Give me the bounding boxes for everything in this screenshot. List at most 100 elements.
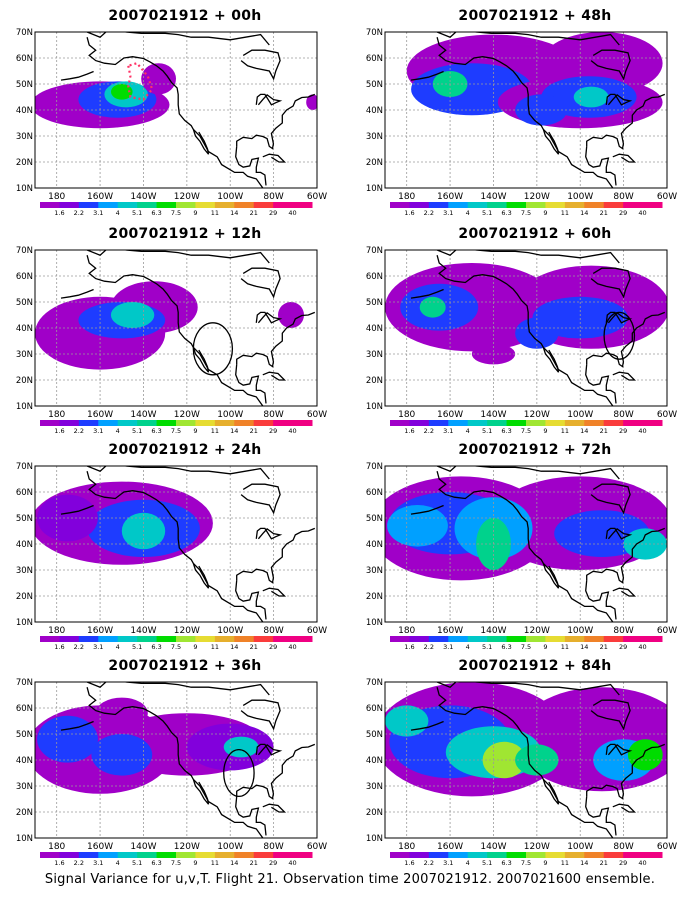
colorbar-swatch	[545, 636, 566, 642]
coastline	[262, 587, 287, 597]
colorbar-label: 11	[211, 643, 219, 651]
panel-24h: 2007021912 + 24h 70N 60N 50N 40N 30N 20N 10N 18…	[15, 442, 355, 657]
variance-region	[111, 84, 133, 100]
lon-label: 180	[398, 842, 415, 852]
colorbar-label: 3.1	[93, 643, 103, 651]
colorbar-swatch	[390, 420, 410, 426]
colorbar-swatch	[428, 202, 449, 208]
colorbar-swatch	[117, 420, 138, 426]
lon-label: 160W	[437, 192, 463, 202]
lon-label: 140W	[130, 842, 156, 852]
colorbar-label: 6.3	[501, 427, 511, 435]
colorbar-swatch	[273, 420, 294, 426]
variance-map: 70N 60N 50N 40N 30N 20N 10N 180 160W 140W 120W 100W…	[16, 28, 327, 217]
colorbar-label: 3.1	[93, 209, 103, 217]
colorbar-label: 7.5	[521, 209, 531, 217]
coastline	[586, 527, 666, 584]
coastline	[542, 779, 560, 805]
lat-label: 50N	[16, 514, 33, 524]
lat-label: 50N	[16, 80, 33, 90]
coastline	[86, 250, 270, 264]
colorbar-label: 6.3	[151, 859, 161, 867]
lat-label: 40N	[16, 106, 33, 116]
colorbar-swatch	[487, 636, 508, 642]
coastline	[192, 779, 210, 805]
variance-map: 70N 60N 50N 40N 30N 20N 10N 180 160W 140W 120W 100W…	[366, 246, 677, 435]
colorbar-label: 40	[288, 209, 296, 217]
coastline	[586, 743, 666, 800]
colorbar-swatch	[214, 202, 235, 208]
colorbar-label: 21	[600, 427, 608, 435]
lon-label: 140W	[480, 842, 506, 852]
coastline	[60, 70, 94, 81]
colorbar-label: 6.3	[501, 209, 511, 217]
coastline	[542, 347, 560, 373]
lon-label: 160W	[437, 842, 463, 852]
variance-region	[627, 739, 663, 771]
colorbar-swatch	[40, 636, 60, 642]
map-frame	[384, 681, 668, 839]
colorbar-swatch	[78, 420, 99, 426]
lon-label: 180	[398, 192, 415, 202]
colorbar-swatch	[117, 202, 138, 208]
variance-region	[278, 302, 304, 328]
lat-label: 20N	[16, 592, 33, 602]
colorbar-label: 5.1	[482, 209, 492, 217]
colorbar-label: 29	[619, 859, 627, 867]
coastline	[86, 37, 264, 188]
figure-caption: Signal Variance for u,v,T. Flight 21. Ob…	[44, 872, 656, 887]
colorbar-swatch	[487, 420, 508, 426]
colorbar-label: 40	[288, 859, 296, 867]
colorbar-swatch	[623, 420, 644, 426]
coastline	[262, 371, 287, 381]
colorbar-label: 1.6	[404, 209, 414, 217]
lon-label: 80W	[263, 192, 283, 202]
coastline	[590, 699, 631, 731]
coastline	[585, 146, 617, 186]
lon-label: 100W	[567, 842, 593, 852]
lon-label: 180	[48, 842, 65, 852]
lat-label: 60N	[366, 488, 383, 498]
colorbar-swatch	[603, 202, 624, 208]
panel-title: 2007021912 + 36h	[108, 658, 262, 674]
lon-label: 120W	[174, 410, 200, 420]
coastline	[436, 250, 620, 264]
colorbar-swatch	[98, 420, 119, 426]
colorbar-label: 7.5	[171, 209, 181, 217]
lon-label: 80W	[613, 410, 633, 420]
coastline	[86, 466, 270, 480]
colorbar-swatch	[487, 852, 508, 858]
lat-label: 10N	[366, 402, 383, 412]
variance-map: 70N 60N 50N 40N 30N 20N 10N 180 160W 140W 120W 100W…	[16, 462, 327, 651]
coastline	[605, 311, 633, 324]
lon-label: 180	[48, 192, 65, 202]
colorbar-label: 40	[638, 209, 646, 217]
colorbar-label: 9	[193, 643, 197, 651]
colorbar-swatch	[623, 852, 644, 858]
colorbar-label: 9	[543, 209, 547, 217]
colorbar-swatch	[156, 636, 177, 642]
lon-label: 100W	[217, 842, 243, 852]
colorbar-label: 4	[466, 209, 470, 217]
coastline	[612, 587, 637, 597]
colorbar-label: 1.6	[54, 643, 64, 651]
colorbar-swatch	[59, 202, 80, 208]
colorbar-label: 5.1	[132, 643, 142, 651]
lat-label: 70N	[366, 462, 383, 472]
lat-label: 30N	[16, 566, 33, 576]
colorbar-swatch	[59, 852, 80, 858]
panel-title: 2007021912 + 84h	[458, 658, 612, 674]
colorbar-swatch	[428, 420, 449, 426]
variance-region	[110, 302, 155, 328]
colorbar-swatch	[584, 202, 605, 208]
lat-label: 30N	[366, 566, 383, 576]
lon-label: 100W	[567, 192, 593, 202]
lat-label: 20N	[16, 158, 33, 168]
colorbar-label: 3.1	[443, 209, 453, 217]
lat-label: 60N	[16, 272, 33, 282]
colorbar-swatch	[526, 852, 546, 858]
colorbar-label: 21	[250, 643, 258, 651]
colorbar-swatch	[273, 852, 294, 858]
coastline	[605, 743, 633, 756]
colorbar-swatch	[603, 852, 624, 858]
